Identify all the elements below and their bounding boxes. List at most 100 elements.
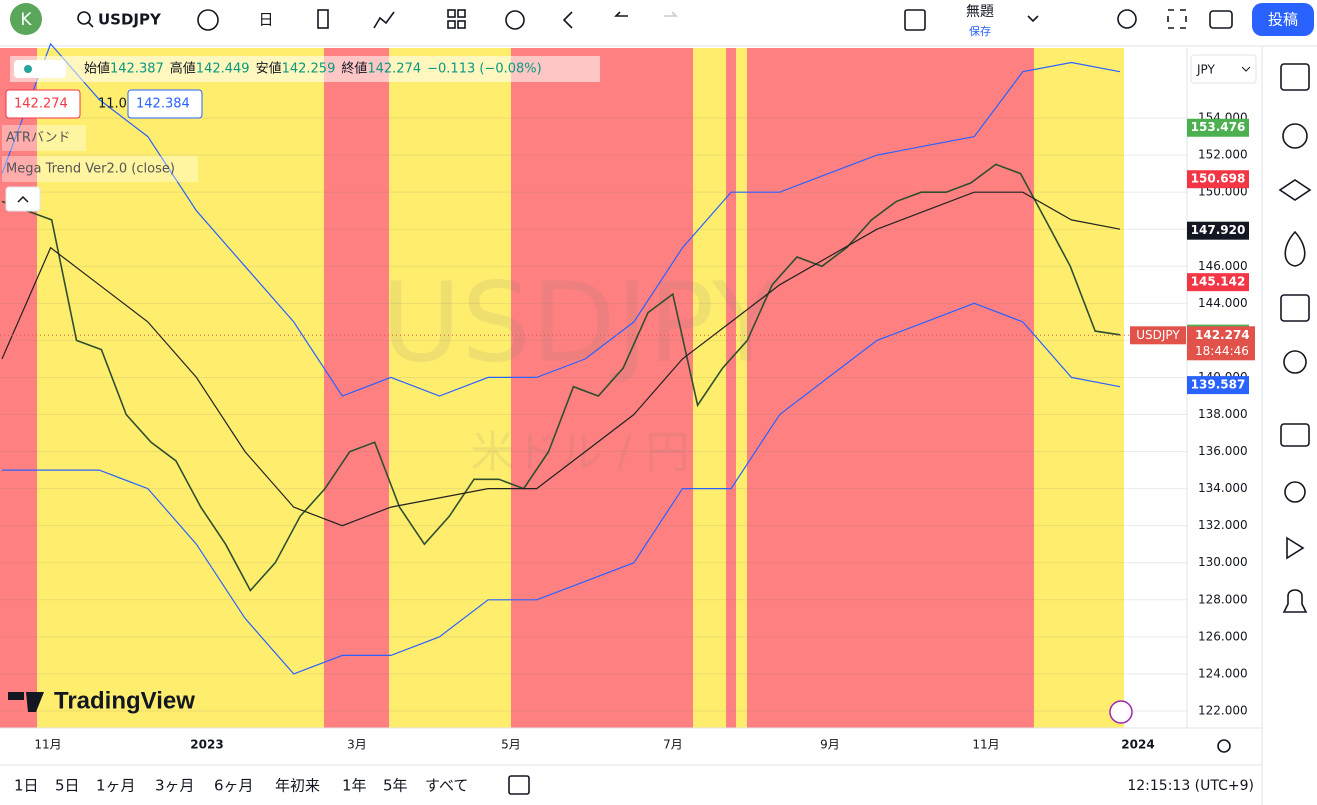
streams[interactable] — [1284, 481, 1306, 503]
y-tick-label: 124.000 — [1198, 666, 1248, 680]
hotlist[interactable] — [1284, 230, 1306, 267]
templates — [457, 20, 466, 29]
settings[interactable] — [1117, 9, 1137, 29]
snapshot[interactable] — [1209, 10, 1233, 29]
y-tick-label: 138.000 — [1198, 407, 1248, 421]
lightning[interactable] — [1109, 700, 1133, 724]
price-label-bg — [1187, 273, 1249, 292]
y-tick-label: 132.000 — [1198, 518, 1248, 532]
price-label-bg — [1187, 376, 1249, 395]
price-box-text: 142.384 — [136, 97, 190, 112]
layout-menu[interactable] — [1027, 15, 1039, 23]
y-tick-label: 136.000 — [1198, 444, 1248, 458]
price-label-bg — [1187, 221, 1249, 240]
logo: TradingView — [54, 687, 195, 714]
ohlc-label: 始値 — [84, 61, 110, 77]
date-range[interactable] — [508, 775, 530, 795]
ideas[interactable] — [1283, 350, 1307, 374]
replay[interactable] — [562, 11, 573, 29]
chart-area: 122.000 124.000 126.000 128.000 130.000 132.0… — [0, 42, 1262, 765]
logo-mark — [26, 692, 44, 712]
alert[interactable] — [505, 10, 525, 30]
range-bar: 1日 5日 1ヶ月 3ヶ月 6ヶ月 年初来 1年 5年 すべて — [14, 777, 468, 795]
ohlc-label: 高値 — [170, 61, 196, 77]
trend-region — [747, 48, 1034, 728]
price-box — [127, 89, 203, 119]
trend-region — [324, 48, 389, 728]
ohlc-value: 142.274 — [367, 62, 421, 77]
undo[interactable] — [614, 11, 628, 17]
range-button[interactable]: 1ヶ月 — [96, 777, 136, 795]
logo-mark — [8, 692, 24, 700]
watermark-sub: 米ドル / 円 — [471, 427, 690, 478]
currency-caret — [1241, 66, 1251, 72]
y-tick-label: 146.000 — [1198, 259, 1248, 273]
publish-button[interactable] — [1252, 3, 1314, 36]
play[interactable] — [1286, 536, 1305, 560]
range-button[interactable]: 年初来 — [275, 777, 320, 795]
templates[interactable] — [447, 9, 456, 18]
y-tick-label: 144.000 — [1198, 296, 1248, 310]
ohlc-label: 終値 — [341, 61, 367, 77]
range-button[interactable]: 1日 — [14, 777, 39, 795]
indicator-name: ATRバンド — [6, 131, 71, 146]
search-icon — [77, 11, 91, 25]
candle-type[interactable] — [317, 9, 329, 29]
publish-label: 投稿 — [1268, 11, 1298, 29]
range-button[interactable]: 5年 — [383, 777, 408, 795]
watchlist[interactable] — [1280, 63, 1310, 91]
currency-box[interactable] — [1190, 54, 1257, 84]
indicators[interactable] — [373, 11, 395, 29]
time-axis — [0, 728, 1262, 765]
trend-region — [511, 48, 693, 728]
legend-toggle[interactable] — [14, 60, 66, 78]
symbol-tag: USDJPY — [1136, 328, 1180, 342]
legend-bg — [10, 56, 600, 82]
symbol[interactable]: USDJPY — [98, 11, 162, 29]
price-box-text: 142.274 — [14, 97, 68, 112]
layout-name[interactable]: 無題 — [966, 4, 994, 20]
ohlc-value: 142.387 — [110, 62, 164, 77]
layers[interactable] — [1278, 179, 1312, 201]
fullscreen[interactable] — [1167, 9, 1187, 29]
legend-dot — [24, 65, 32, 73]
layout[interactable] — [904, 9, 926, 31]
indicator-name: Mega Trend Ver2.0 (close) — [6, 162, 175, 177]
price-box-text: 11.0 — [98, 97, 127, 112]
y-tick-label: 126.000 — [1198, 629, 1248, 643]
range-button[interactable]: 5日 — [55, 777, 80, 795]
trend-region — [37, 48, 324, 728]
collapse-legend[interactable] — [5, 186, 41, 212]
ohlc-label: 安値 — [256, 61, 282, 77]
last-price-bg — [1187, 326, 1255, 361]
search-icon — [87, 21, 94, 28]
add-symbol[interactable] — [197, 9, 219, 31]
notifications[interactable] — [1282, 589, 1308, 613]
range-button[interactable]: すべて — [425, 777, 468, 795]
templates — [457, 9, 466, 18]
price-label-bg — [1187, 118, 1249, 137]
y-tick-label: 152.000 — [1198, 148, 1248, 162]
alerts[interactable] — [1282, 123, 1308, 149]
price-label: 139.587 — [1191, 378, 1246, 392]
y-tick-label: 122.000 — [1198, 703, 1248, 717]
calendar[interactable] — [1280, 294, 1310, 322]
trend-region — [726, 48, 736, 728]
x-tick-label: 11月 — [34, 738, 61, 752]
avatar[interactable] — [10, 3, 42, 35]
range-button[interactable]: 6ヶ月 — [214, 777, 254, 795]
ohlc-value: 142.259 — [282, 62, 336, 77]
interval[interactable]: 日 — [258, 11, 273, 29]
countdown: 18:44:46 — [1195, 344, 1249, 358]
axis-settings[interactable] — [1217, 739, 1231, 753]
trend-region — [1034, 48, 1124, 728]
toolbar — [0, 0, 1317, 46]
collapse-caret — [17, 195, 29, 203]
range-button[interactable]: 1年 — [342, 777, 367, 795]
redo[interactable] — [664, 11, 678, 17]
x-tick-label: 7月 — [663, 738, 683, 752]
templates — [447, 20, 456, 29]
chat[interactable] — [1280, 423, 1310, 447]
range-button[interactable]: 3ヶ月 — [155, 777, 195, 795]
